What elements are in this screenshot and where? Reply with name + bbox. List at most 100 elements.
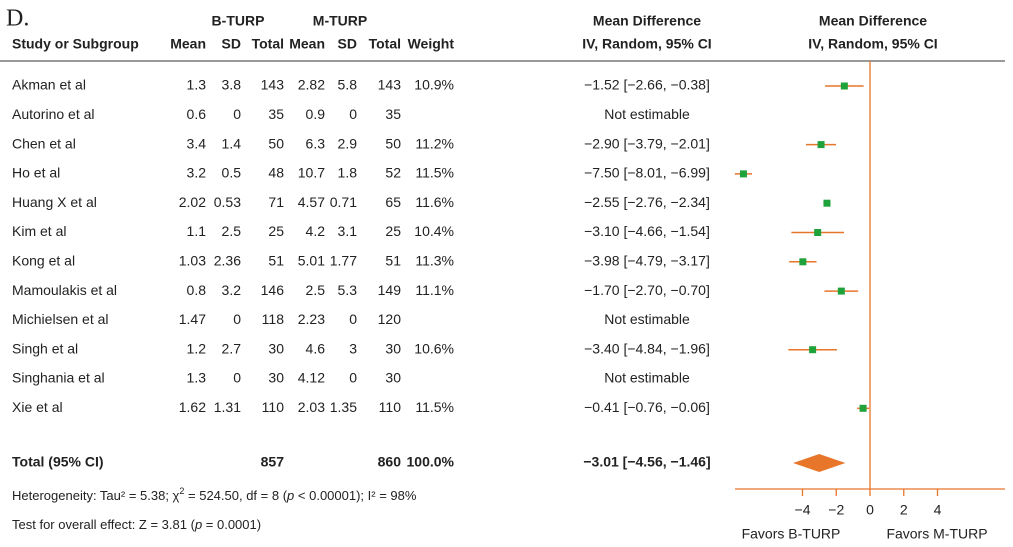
cell: −3.10 [−4.66, −1.54] — [584, 223, 710, 239]
cell: 1.03 — [179, 253, 206, 269]
column-header: IV, Random, 95% CI — [582, 36, 711, 52]
cell: Not estimable — [604, 370, 690, 386]
cell: −7.50 [−8.01, −6.99] — [584, 165, 710, 181]
cell: 1.77 — [330, 253, 357, 269]
cell: 0.9 — [306, 106, 326, 122]
cell: Autorino et al — [12, 106, 95, 122]
x-tick-label: −4 — [795, 502, 811, 518]
column-header: Total — [252, 36, 284, 52]
footnote-part: = 524.50, df = 8 ( — [184, 488, 287, 503]
cell: 30 — [268, 340, 284, 356]
cell: 30 — [385, 370, 401, 386]
cell: Kong et al — [12, 253, 75, 269]
cell: 3.2 — [187, 165, 207, 181]
cell: 6.3 — [306, 135, 326, 151]
cell: 5.8 — [338, 77, 358, 93]
cell: 25 — [385, 223, 401, 239]
cell: 3.4 — [187, 135, 207, 151]
cell: −2.90 [−3.79, −2.01] — [584, 135, 710, 151]
cell: 10.7 — [298, 165, 325, 181]
axis-label-right: Favors M-TURP — [886, 526, 987, 542]
x-tick-label: 2 — [900, 502, 908, 518]
cell: 3.8 — [222, 77, 242, 93]
total-cell: 857 — [261, 454, 285, 470]
cell: 4.2 — [306, 223, 326, 239]
footnote: Test for overall effect: Z = 3.81 (p = 0… — [12, 517, 261, 532]
footnote-part: = 0.0001) — [202, 517, 261, 532]
cell: 0 — [349, 370, 357, 386]
point-estimate — [799, 258, 807, 266]
footnote: Heterogeneity: Tau² = 5.38; χ2 = 524.50,… — [12, 486, 417, 503]
group-header: Mean Difference — [819, 13, 927, 29]
cell: −1.70 [−2.70, −0.70] — [584, 282, 710, 298]
cell: 2.7 — [222, 340, 242, 356]
cell: 118 — [262, 311, 285, 327]
cell: 4.57 — [298, 194, 325, 210]
group-header: Mean Difference — [593, 13, 701, 29]
cell: Not estimable — [604, 311, 690, 327]
point-estimate — [814, 229, 822, 236]
column-header: IV, Random, 95% CI — [808, 36, 937, 52]
group-header: M-TURP — [313, 13, 367, 29]
cell: 2.03 — [298, 399, 325, 415]
cell: 1.47 — [179, 311, 206, 327]
column-header: Total — [369, 36, 401, 52]
total-cell: 860 — [378, 454, 402, 470]
cell: 0 — [349, 106, 357, 122]
cell: 5.3 — [338, 282, 358, 298]
cell: 3.1 — [338, 223, 358, 239]
cell: 10.4% — [414, 223, 454, 239]
cell: 110 — [379, 399, 402, 415]
cell: −3.40 [−4.84, −1.96] — [584, 340, 710, 356]
cell: Singh et al — [12, 340, 78, 356]
cell: Akman et al — [12, 77, 86, 93]
cell: 11.5% — [415, 399, 454, 415]
cell: −0.41 [−0.76, −0.06] — [584, 399, 710, 415]
axis-label-left: Favors B-TURP — [742, 526, 841, 542]
cell: 143 — [378, 77, 402, 93]
cell: 2.5 — [306, 282, 326, 298]
cell: 51 — [268, 253, 284, 269]
cell: 1.2 — [187, 340, 207, 356]
cell: 48 — [268, 165, 284, 181]
cell: 1.8 — [338, 165, 358, 181]
point-estimate — [739, 170, 747, 178]
cell: Xie et al — [12, 399, 63, 415]
footnote-part: Test for overall effect: Z = 3.81 ( — [12, 517, 196, 532]
total-diamond — [793, 454, 846, 472]
cell: Not estimable — [604, 106, 690, 122]
cell: 2.5 — [222, 223, 242, 239]
panel-label: D. — [6, 6, 29, 32]
cell: 10.9% — [414, 77, 454, 93]
x-tick-label: −2 — [828, 502, 844, 518]
cell: 146 — [261, 282, 285, 298]
cell: 2.02 — [179, 194, 206, 210]
cell: 50 — [385, 135, 401, 151]
cell: 52 — [385, 165, 401, 181]
cell: 0 — [233, 370, 241, 386]
cell: 35 — [268, 106, 284, 122]
cell: 10.6% — [414, 340, 454, 356]
cell: 50 — [268, 135, 284, 151]
cell: 0 — [233, 311, 241, 327]
cell: 1.3 — [187, 77, 207, 93]
footnote-part: p — [286, 488, 294, 503]
cell: Kim et al — [12, 223, 66, 239]
cell: 3 — [349, 340, 357, 356]
cell: 71 — [268, 194, 284, 210]
cell: 2.23 — [298, 311, 325, 327]
column-header: Mean — [170, 36, 206, 52]
cell: 2.9 — [338, 135, 358, 151]
cell: 1.35 — [330, 399, 357, 415]
point-estimate — [817, 141, 825, 149]
cell: 35 — [385, 106, 401, 122]
cell: 1.31 — [214, 399, 241, 415]
cell: −1.52 [−2.66, −0.38] — [584, 77, 710, 93]
cell: 4.6 — [306, 340, 326, 356]
cell: 30 — [268, 370, 284, 386]
cell: 4.12 — [298, 370, 325, 386]
cell: 120 — [378, 311, 402, 327]
cell: −2.55 [−2.76, −2.34] — [584, 194, 710, 210]
column-header: SD — [338, 36, 357, 52]
